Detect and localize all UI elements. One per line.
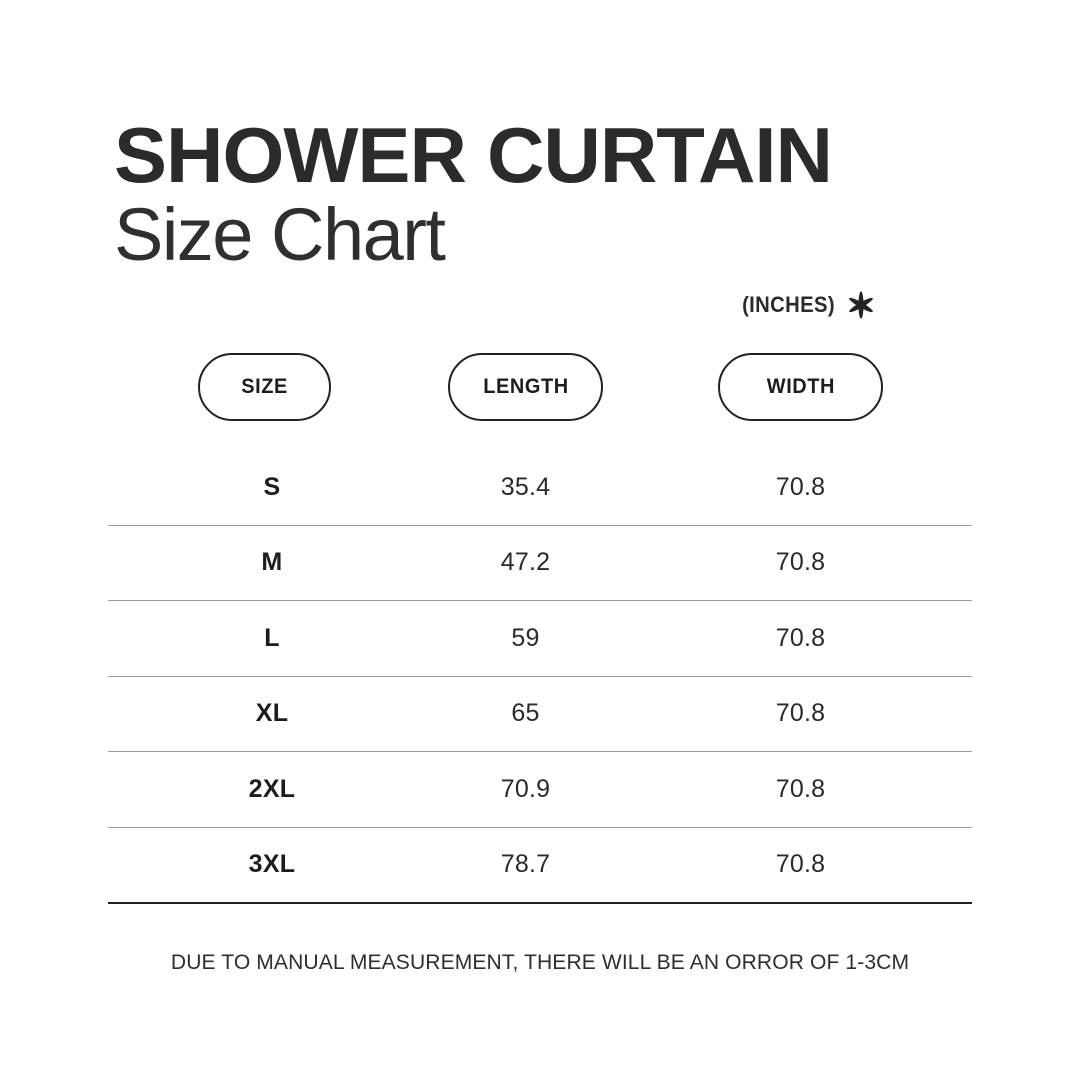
cell-length: 35.4 (500, 472, 551, 501)
column-header-width: WIDTH (718, 353, 883, 421)
cell-length: 59 (511, 623, 540, 652)
title-block: SHOWER CURTAIN Size Chart (INCHES) (114, 116, 974, 319)
page-title: SHOWER CURTAIN (114, 111, 833, 199)
table-row: XL 65 70.8 (108, 677, 972, 752)
cell-width: 70.8 (775, 472, 826, 501)
cell-length: 78.7 (500, 850, 551, 879)
cell-length: 47.2 (500, 548, 551, 577)
cell-size: S (263, 472, 281, 501)
column-header-width-label: WIDTH (766, 375, 835, 398)
units-annotation: (INCHES) (734, 288, 878, 322)
cell-width: 70.8 (775, 623, 826, 652)
cell-size: 3XL (248, 850, 296, 879)
cell-size: 2XL (248, 774, 296, 803)
cell-length: 65 (511, 699, 540, 728)
table-row: M 47.2 70.8 (108, 526, 972, 601)
page-subtitle: Size Chart (114, 193, 446, 277)
table-row: L 59 70.8 (108, 601, 972, 677)
table-row: 3XL 78.7 70.8 (108, 828, 972, 904)
cell-length: 70.9 (500, 774, 551, 803)
table-header-row: SIZE LENGTH WIDTH (0, 353, 1080, 423)
asterisk-icon (844, 288, 878, 322)
column-header-size: SIZE (198, 353, 331, 421)
units-label: (INCHES) (742, 292, 835, 318)
table-row: S 35.4 70.8 (108, 450, 972, 526)
cell-size: L (264, 623, 280, 652)
column-header-size-label: SIZE (241, 375, 288, 398)
column-header-length-label: LENGTH (482, 375, 569, 398)
cell-width: 70.8 (775, 850, 826, 879)
cell-size: XL (255, 699, 289, 728)
cell-width: 70.8 (775, 774, 826, 803)
table-row: 2XL 70.9 70.8 (108, 752, 972, 828)
size-table: S 35.4 70.8 M 47.2 70.8 L 59 70.8 XL 65 … (108, 450, 972, 904)
cell-width: 70.8 (775, 699, 826, 728)
column-header-length: LENGTH (448, 353, 603, 421)
cell-size: M (261, 548, 283, 577)
cell-width: 70.8 (775, 548, 826, 577)
subtitle-row: Size Chart (INCHES) (114, 192, 974, 319)
measurement-disclaimer: DUE TO MANUAL MEASUREMENT, THERE WILL BE… (170, 950, 910, 974)
